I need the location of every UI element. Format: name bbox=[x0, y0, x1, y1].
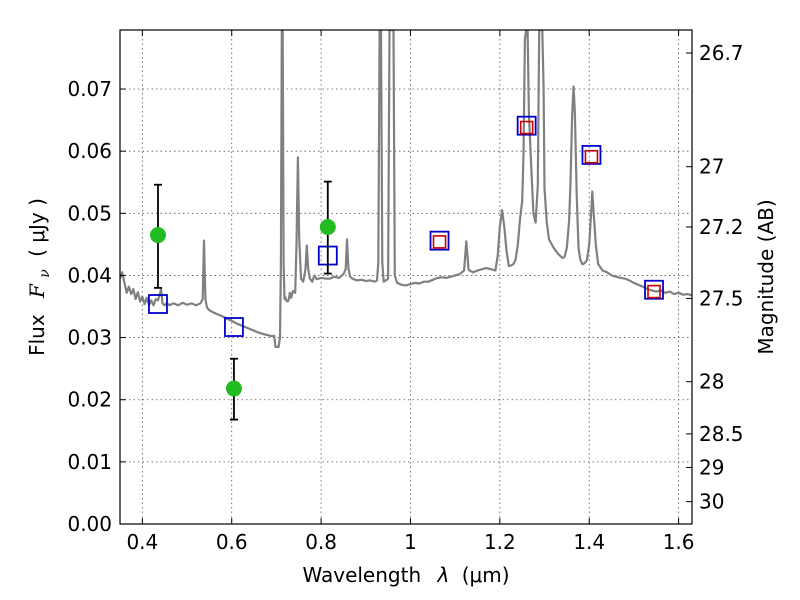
x-tick-label: 1.4 bbox=[573, 530, 605, 554]
y-tick-label: 0.00 bbox=[67, 512, 112, 536]
x-tick-label: 0.8 bbox=[305, 530, 337, 554]
y2-tick-label: 28 bbox=[699, 370, 724, 394]
x-tick-label: 0.6 bbox=[216, 530, 248, 554]
model-photometry-square bbox=[429, 230, 450, 251]
y-axis-label-unit: ( μJy ) bbox=[25, 198, 49, 257]
x-axis-label-unit: (μm) bbox=[462, 563, 510, 587]
x-tick-label: 1 bbox=[404, 530, 417, 554]
y-tick-label: 0.04 bbox=[67, 263, 112, 287]
y-tick-label: 0.02 bbox=[67, 388, 112, 412]
y-tick-label: 0.07 bbox=[67, 77, 112, 101]
y2-axis-label: Magnitude (AB) bbox=[754, 199, 778, 354]
y-axis-label: Flux F ν ( μJy ) bbox=[25, 198, 54, 356]
y-axis-label-text: Flux bbox=[25, 314, 49, 356]
y-tick-label: 0.06 bbox=[67, 139, 112, 163]
x-tick-label: 0.4 bbox=[126, 530, 158, 554]
plot-area bbox=[120, 30, 692, 421]
y-tick-label: 0.01 bbox=[67, 450, 112, 474]
observed-model-square bbox=[519, 120, 534, 135]
observed-model-square bbox=[647, 284, 661, 299]
model-photometry-square bbox=[516, 115, 537, 136]
measured-point bbox=[149, 227, 166, 244]
y2-tick-label: 27.5 bbox=[699, 286, 744, 310]
y-tick-label: 0.03 bbox=[67, 326, 112, 350]
y-axis-label-subscript: ν bbox=[37, 269, 53, 278]
y2-tick-label: 28.5 bbox=[699, 422, 744, 446]
measured-point bbox=[319, 218, 336, 235]
plot-frame bbox=[119, 29, 693, 525]
x-tick-label: 1.2 bbox=[484, 530, 516, 554]
y-tick-label: 0.05 bbox=[67, 201, 112, 225]
x-axis-label-text: Wavelength bbox=[302, 563, 421, 587]
y2-tick-label: 27.2 bbox=[699, 215, 744, 239]
y2-tick-label: 26.7 bbox=[699, 41, 744, 65]
model-photometry-square bbox=[581, 144, 602, 165]
model-photometry-square bbox=[148, 294, 168, 314]
y2-tick-label: 30 bbox=[699, 490, 724, 514]
observed-model-square bbox=[584, 149, 599, 164]
axis-ticks: 0.4 0.6 0.8 1 1.2 1.4 1.6 0.00 0.01 0.02 0.03 0.04 0… bbox=[67, 30, 744, 554]
x-axis-label: Wavelength λ (μm) bbox=[302, 563, 509, 587]
measured-point bbox=[225, 380, 242, 397]
spectrum-line bbox=[120, 30, 692, 348]
x-axis-label-symbol: λ bbox=[437, 563, 450, 587]
y2-tick-label: 27 bbox=[699, 155, 724, 179]
model-photometry-square bbox=[644, 279, 664, 300]
model-photometry-square bbox=[224, 317, 244, 337]
x-tick-label: 1.6 bbox=[663, 530, 695, 554]
observed-model-square bbox=[432, 235, 447, 249]
y-axis-label-symbol: F bbox=[25, 283, 49, 299]
y2-tick-label: 29 bbox=[699, 455, 724, 479]
